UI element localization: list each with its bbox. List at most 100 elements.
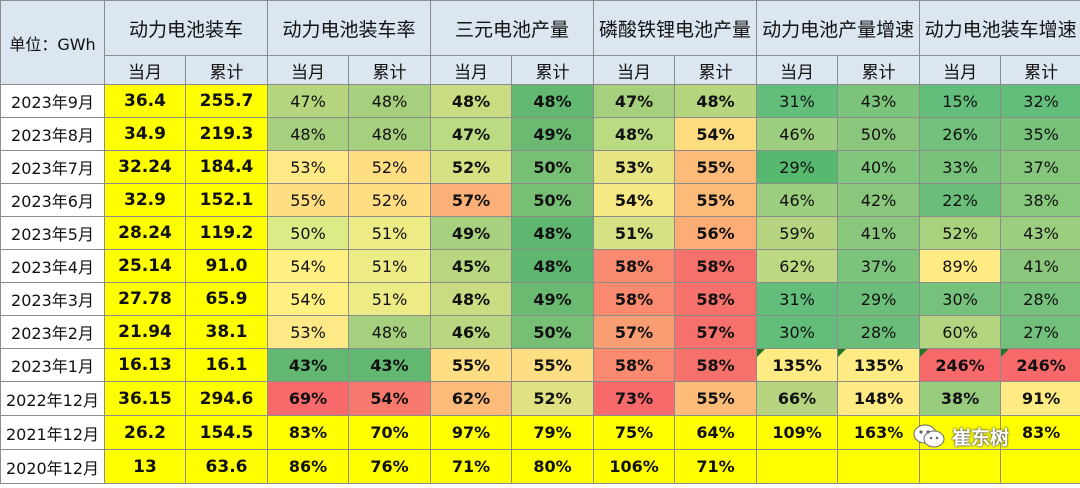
table-cell: 65.9	[184, 282, 269, 316]
table-cell: 25.14	[104, 249, 186, 283]
watermark: 崔东树	[912, 422, 1009, 450]
group-header: 三元电池产量	[430, 0, 595, 56]
table-row: 2021年12月 26.2 154.5 83% 70% 97% 79% 75% 64% 109% 1…	[0, 415, 1080, 450]
table-cell: 43%	[837, 84, 921, 118]
table-cell: 163%	[837, 415, 921, 450]
table-cell: 56%	[674, 216, 758, 250]
row-date: 2023年6月	[0, 183, 105, 217]
table-cell: 62%	[756, 249, 839, 283]
table-cell: 47%	[430, 117, 513, 151]
table-cell: 48%	[348, 84, 432, 118]
table-cell: 54%	[593, 183, 676, 217]
sub-header: 当月	[267, 55, 350, 85]
table-cell: 59%	[756, 216, 839, 250]
table-cell: 36.4	[104, 84, 186, 118]
table-cell: 32%	[1000, 84, 1080, 118]
table-cell: 50%	[511, 183, 595, 217]
table-cell: 32.24	[104, 150, 186, 184]
table-cell: 42%	[837, 183, 921, 217]
table-cell: 38%	[919, 381, 1002, 416]
table-cell: 255.7	[184, 84, 269, 118]
table-cell: 21.94	[104, 315, 186, 349]
table-cell: 48%	[593, 117, 676, 151]
table-cell: 55%	[674, 183, 758, 217]
table-cell: 51%	[593, 216, 676, 250]
table-cell: 33%	[919, 150, 1002, 184]
table-cell: 55%	[511, 348, 595, 382]
table-cell: 184.4	[184, 150, 269, 184]
table-cell: 46%	[430, 315, 513, 349]
table-cell: 83%	[267, 415, 350, 450]
cell-value: 246%	[935, 355, 985, 375]
sub-header: 累计	[1000, 55, 1080, 85]
table-cell: 48%	[348, 315, 432, 349]
table-cell: 49%	[511, 117, 595, 151]
table-cell: 52%	[511, 381, 595, 416]
table-cell: 58%	[593, 348, 676, 382]
row-date: 2023年8月	[0, 117, 105, 151]
row-date: 2023年4月	[0, 249, 105, 283]
table-cell: 16.13	[104, 348, 186, 382]
row-date: 2023年1月	[0, 348, 105, 382]
table-cell: 91.0	[184, 249, 269, 283]
table-cell: 47%	[267, 84, 350, 118]
table-cell: 32.9	[104, 183, 186, 217]
sub-header: 当月	[104, 55, 186, 85]
table-cell: 51%	[348, 282, 432, 316]
group-header: 动力电池装车率	[267, 0, 432, 56]
sub-header: 当月	[430, 55, 513, 85]
table-cell: 152.1	[184, 183, 269, 217]
sub-header: 累计	[674, 55, 758, 85]
table-cell: 57%	[593, 315, 676, 349]
row-date: 2023年9月	[0, 84, 105, 118]
table-cell: 69%	[267, 381, 350, 416]
table-cell: 55%	[674, 381, 758, 416]
table-cell: 27.78	[104, 282, 186, 316]
table-cell: 76%	[348, 449, 432, 484]
table-cell: 53%	[593, 150, 676, 184]
table-cell: 53%	[267, 150, 350, 184]
table-cell: 64%	[674, 415, 758, 450]
table-cell: 37%	[1000, 150, 1080, 184]
group-header: 动力电池产量增速	[756, 0, 921, 56]
table-cell: 27%	[1000, 315, 1080, 349]
table-cell: 53%	[267, 315, 350, 349]
table-cell: 135%	[837, 348, 921, 382]
table-row: 2022年12月 36.15 294.6 69% 54% 62% 52% 73% 55% 66% 1…	[0, 381, 1080, 416]
cell-value: 135%	[853, 355, 904, 375]
table-cell: 48%	[430, 282, 513, 316]
row-date: 2021年12月	[0, 415, 105, 450]
table-cell: 62%	[430, 381, 513, 416]
table-cell: 26.2	[104, 415, 186, 450]
table-cell: 37%	[837, 249, 921, 283]
table-cell: 48%	[511, 216, 595, 250]
row-date: 2022年12月	[0, 381, 105, 416]
table-row: 2023年3月 27.78 65.9 54% 51% 48% 49% 58% 58% 31% 29%…	[0, 282, 1080, 316]
table-cell	[919, 449, 1002, 484]
table-cell: 294.6	[184, 381, 269, 416]
table-cell: 40%	[837, 150, 921, 184]
table-row: 2023年8月 34.9 219.3 48% 48% 47% 49% 48% 54% 46% 50%…	[0, 117, 1080, 151]
table-cell: 154.5	[184, 415, 269, 450]
table-cell	[837, 449, 921, 484]
row-date: 2023年3月	[0, 282, 105, 316]
table-cell: 54%	[348, 381, 432, 416]
table-cell: 43%	[1000, 216, 1080, 250]
sub-header: 当月	[756, 55, 839, 85]
table-cell: 52%	[430, 150, 513, 184]
wechat-icon	[912, 422, 946, 450]
table-cell: 43%	[267, 348, 350, 382]
table-cell: 46%	[756, 183, 839, 217]
watermark-text: 崔东树	[952, 426, 1010, 449]
table-cell: 38%	[1000, 183, 1080, 217]
table-cell: 45%	[430, 249, 513, 283]
table-cell: 148%	[837, 381, 921, 416]
table-cell: 51%	[348, 249, 432, 283]
table-cell: 48%	[267, 117, 350, 151]
table-cell: 47%	[593, 84, 676, 118]
table-cell: 63.6	[184, 449, 269, 484]
table-cell: 26%	[919, 117, 1002, 151]
table-row: 2023年7月 32.24 184.4 53% 52% 52% 50% 53% 55% 29% 40…	[0, 150, 1080, 184]
table-cell: 75%	[593, 415, 676, 450]
table-row: 2023年1月 16.13 16.1 43% 43% 55% 55% 58% 58% 135% 13…	[0, 348, 1080, 382]
